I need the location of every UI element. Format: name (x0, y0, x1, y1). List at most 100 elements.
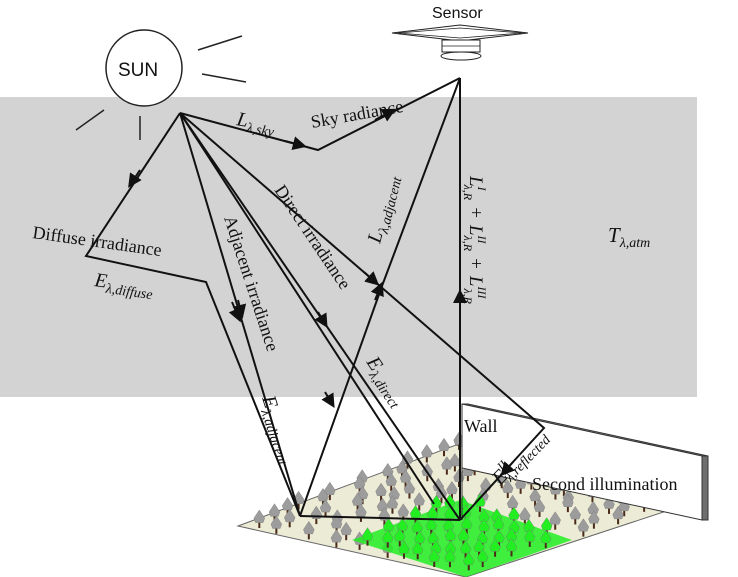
tree-crown (421, 444, 433, 458)
tree-crown (353, 475, 366, 489)
tree-crown (340, 521, 352, 536)
tree-trunk (440, 497, 443, 504)
tree-crown (493, 529, 505, 543)
tree-crown (385, 472, 397, 486)
tree-trunk (386, 552, 389, 558)
ray-paths (84, 77, 546, 521)
tree-crown (421, 462, 433, 477)
tree-trunk (383, 520, 386, 526)
wall-illumination-path (179, 112, 546, 521)
tree-trunk (445, 469, 448, 475)
tree-trunk (443, 450, 446, 457)
tree-crown (529, 488, 541, 502)
tree-trunk (623, 510, 626, 517)
tree-crown (588, 510, 600, 524)
tree-crown (303, 520, 315, 535)
tree-crown (403, 480, 416, 494)
tree-crown (477, 548, 489, 562)
tree-crown (505, 538, 518, 552)
tree-trunk (608, 508, 611, 514)
tree-trunk (366, 540, 369, 546)
tree-crown (446, 480, 458, 495)
tree-crown (330, 515, 343, 529)
tree-crown (355, 503, 367, 517)
tree-crown (492, 516, 505, 530)
tree-trunk (307, 533, 310, 540)
tree-crown (268, 503, 281, 517)
tree-trunk (464, 553, 467, 559)
tree-trunk (404, 482, 407, 488)
tree-trunk (562, 490, 565, 497)
atmosphere-band (0, 97, 697, 397)
tree-trunk (538, 511, 541, 517)
tree-crown (413, 492, 425, 506)
tree-crown (399, 469, 412, 483)
tree-crown (478, 518, 490, 532)
tree-trunk (592, 523, 595, 529)
tree-trunk (473, 469, 476, 476)
sensor-radiance-sum: LIλ,R+LIIλ,R+LIIIλ,R (461, 175, 489, 305)
tree-trunk (528, 541, 531, 547)
tree-trunk (356, 505, 359, 511)
tree-trunk (617, 518, 620, 525)
tree-crown (253, 509, 265, 523)
tree-trunk (435, 507, 438, 514)
tree-crown (382, 462, 394, 477)
tree-trunk (391, 508, 394, 514)
tree-crown (396, 460, 408, 474)
tree-crown (324, 481, 336, 495)
tree-crown (459, 540, 472, 554)
tree-trunk (335, 542, 338, 548)
tree-crown (397, 503, 409, 517)
tree-trunk (324, 512, 327, 518)
tree-trunk (448, 561, 451, 568)
tree-crown (457, 527, 470, 541)
tree-crown (382, 529, 394, 543)
tree-trunk (433, 561, 436, 568)
tree-trunk (506, 492, 509, 499)
tree-trunk (510, 550, 513, 557)
tree-trunk (315, 518, 318, 525)
tree-trunk (591, 496, 594, 503)
tree-trunk (258, 522, 261, 528)
tree-trunk (453, 466, 456, 472)
tree-crown (356, 485, 369, 500)
t-atm-label: Tλ,atm (608, 223, 650, 251)
tree-trunk (345, 534, 348, 541)
tree-trunk (582, 531, 585, 537)
tree-trunk (554, 524, 557, 530)
tree-crown (394, 527, 406, 542)
tree-trunk (425, 457, 428, 463)
tree-trunk (450, 493, 453, 500)
l-sky-label: Lλ,sky (233, 108, 277, 141)
tree-crown (284, 508, 296, 523)
tree-crown (425, 516, 437, 531)
tree-crown (317, 488, 329, 502)
tree-crown (474, 493, 486, 507)
tree-trunk (481, 561, 484, 568)
tree-crown (361, 527, 374, 541)
wall-label: Wall (464, 416, 498, 436)
tree-crown (569, 506, 581, 520)
tree-trunk (530, 484, 533, 490)
tree-crown (413, 530, 426, 544)
tree-crown (480, 477, 492, 491)
tree-crown (463, 551, 475, 566)
tree-crown (428, 548, 440, 562)
sky-radiance-path (179, 77, 461, 152)
tree-trunk (494, 551, 497, 557)
tree-crown (412, 540, 424, 555)
sensor-icon (391, 24, 529, 61)
tree-trunk (466, 475, 469, 482)
second-illumination-label: Second illumination (532, 474, 678, 494)
tree-crown (515, 475, 527, 489)
tree-crown (351, 492, 364, 506)
tree-trunk (544, 542, 547, 549)
tree-trunk (288, 521, 291, 528)
tree-trunk (519, 488, 522, 494)
tree-crown (330, 529, 343, 543)
tree-crown (441, 456, 453, 470)
tree-trunk (465, 528, 468, 535)
sunlit-forest (352, 493, 572, 577)
